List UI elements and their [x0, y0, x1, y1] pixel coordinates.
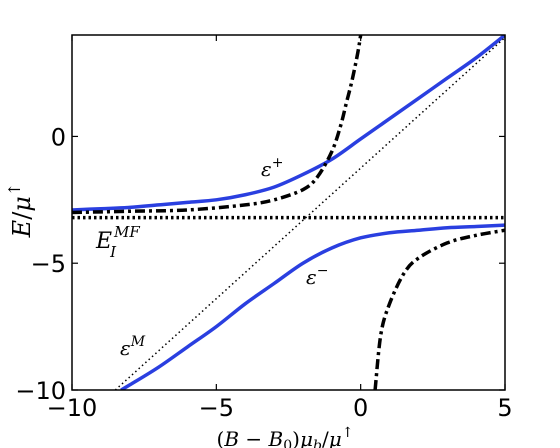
y-tick-label-0: −10 — [15, 377, 66, 405]
series-line-4 — [72, 35, 363, 215]
x-tick-label-3: 5 — [497, 394, 512, 422]
x-axis-label: (B − B0)μb/μ↑ — [217, 425, 354, 448]
annotation-epsilon-plus: ε+ — [261, 155, 283, 181]
series-line-5 — [373, 228, 505, 390]
x-tick-label-2: 0 — [353, 394, 368, 422]
series-line-2 — [114, 36, 505, 390]
annotation-ei-mf: EIMF — [95, 223, 140, 261]
ticks-layer: −10 −5 0 5 −10 −5 0 — [15, 35, 513, 422]
svg-text:E/μ↑: E/μ↑ — [5, 183, 36, 239]
series-line-1 — [120, 223, 505, 390]
annotation-epsilon-minus: ε− — [306, 263, 328, 289]
y-axis-label: E/μ↑ — [5, 183, 36, 239]
x-tick-label-1: −5 — [199, 394, 234, 422]
y-tick-label-1: −5 — [31, 250, 66, 278]
annotation-epsilon-m: εM — [120, 334, 146, 360]
y-tick-label-2: 0 — [51, 123, 66, 151]
series-line-0 — [72, 35, 505, 212]
x-tick-label-0: −10 — [47, 394, 98, 422]
curves-layer — [72, 35, 505, 390]
plot-frame — [71, 34, 506, 391]
